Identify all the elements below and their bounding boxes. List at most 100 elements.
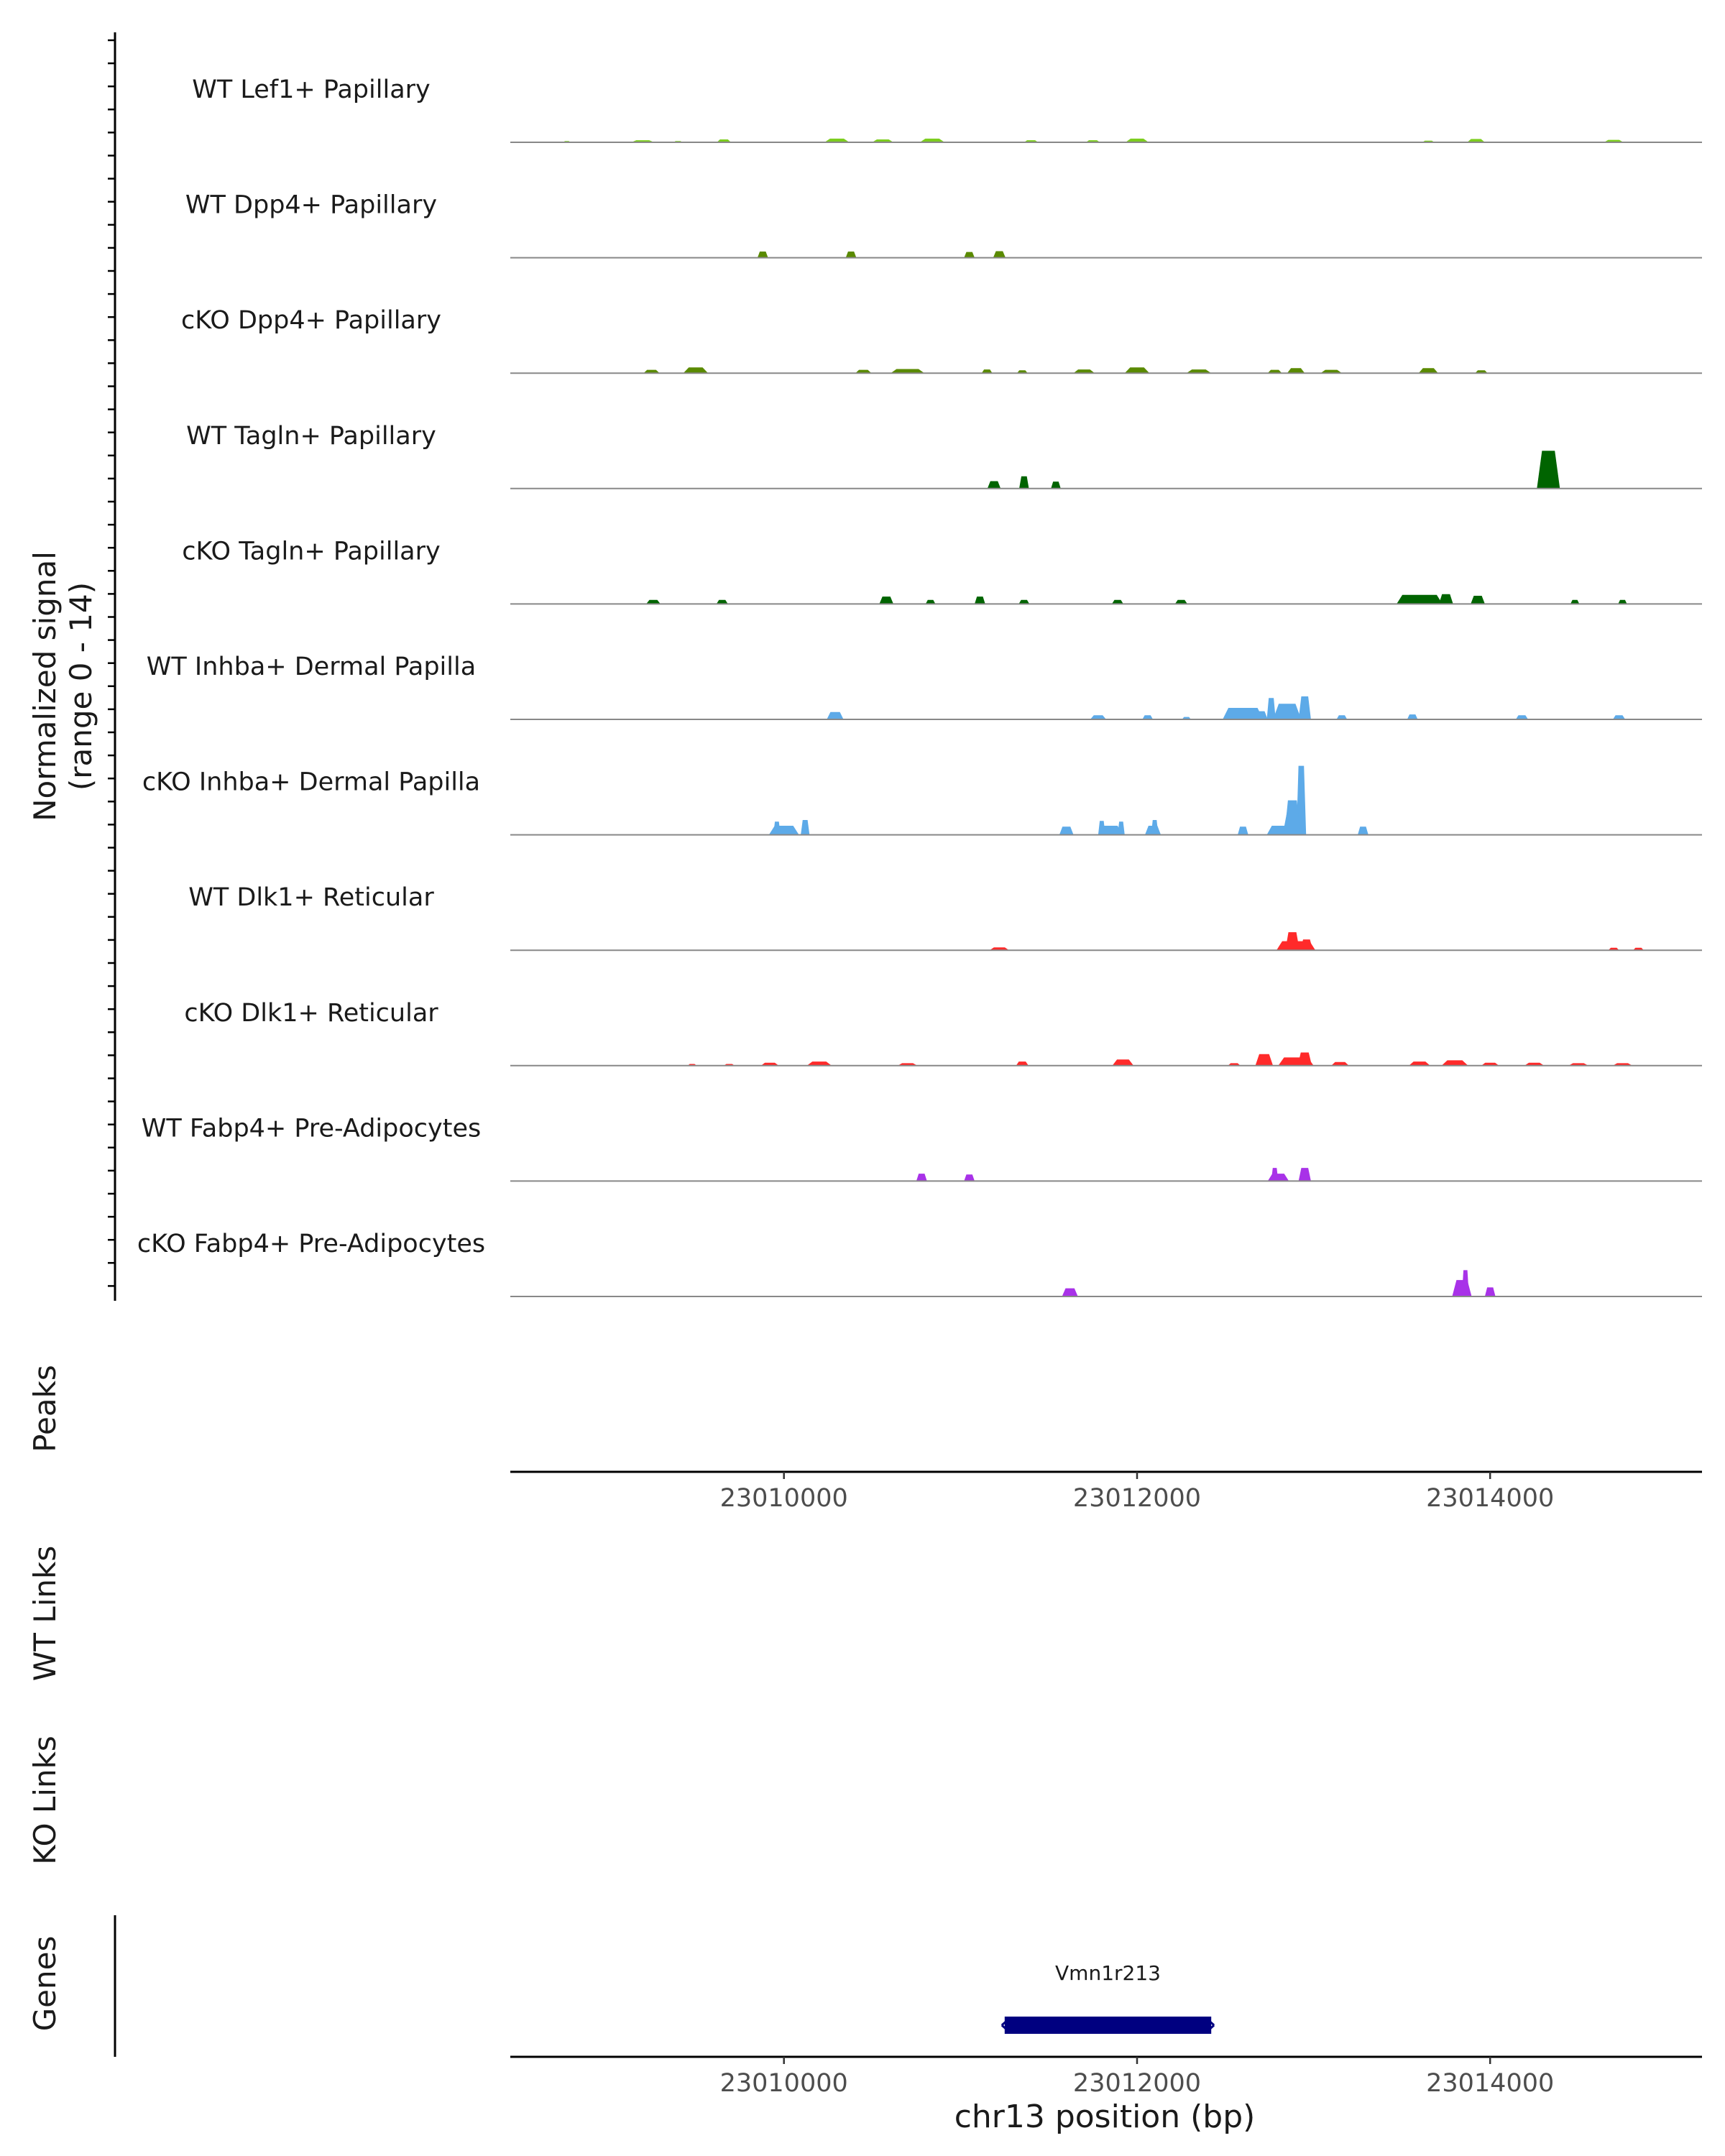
- signal-peak: [1418, 368, 1438, 374]
- signal-peak: [1051, 482, 1061, 489]
- signal-peak: [981, 369, 993, 374]
- signal-peak: [1441, 1060, 1468, 1066]
- signal-peak: [1537, 451, 1560, 489]
- signal-peak: [975, 596, 985, 604]
- signal-peak: [643, 369, 660, 374]
- signal-peak: [1484, 1287, 1496, 1296]
- signal-peak: [1336, 715, 1348, 719]
- signal-peak: [1019, 476, 1029, 489]
- track-label: cKO Dpp4+ Papillary: [181, 306, 441, 335]
- signal-peak: [1112, 1059, 1134, 1066]
- x-tick-label: 23010000: [720, 1484, 848, 1513]
- signal-peak: [1409, 1061, 1430, 1066]
- track-label: WT Dlk1+ Reticular: [188, 883, 434, 912]
- signal-peak: [1300, 939, 1313, 951]
- signal-peak: [1073, 369, 1095, 374]
- x-tick-label: 23010000: [720, 2069, 848, 2098]
- signal-peak: [1098, 821, 1105, 835]
- signal-peak: [1151, 820, 1159, 835]
- signal-peak: [1439, 594, 1453, 604]
- track: WT Tagln+ Papillary: [186, 422, 1702, 489]
- gene-model: [1000, 2017, 1215, 2034]
- track: cKO Fabp4+ Pre-Adipocytes: [137, 1230, 1702, 1297]
- track: cKO Dlk1+ Reticular: [184, 999, 1702, 1067]
- signal-peak: [1285, 932, 1300, 951]
- signal-peak: [891, 369, 924, 374]
- signal-peak: [1124, 367, 1150, 374]
- signal-peak: [964, 252, 975, 258]
- signal-peak: [1297, 1052, 1312, 1066]
- signal-peak: [1254, 711, 1268, 719]
- signal-peak: [1298, 696, 1311, 719]
- track-label: WT Tagln+ Papillary: [186, 422, 436, 451]
- gene-strand-arrow: [1000, 2017, 1010, 2033]
- track-label: cKO Tagln+ Papillary: [182, 537, 441, 566]
- signal-peak: [845, 252, 857, 258]
- signal-peak: [964, 1174, 975, 1181]
- signal-peak: [1618, 599, 1627, 604]
- track: WT Lef1+ Papillary: [192, 75, 1702, 143]
- signal-peak: [683, 367, 709, 374]
- gene-label: Vmn1r213: [1055, 1961, 1161, 1985]
- x-tick-label: 23014000: [1426, 2069, 1554, 2098]
- signal-peak: [827, 711, 844, 719]
- signal-peak: [773, 821, 781, 835]
- signal-peak: [1570, 599, 1580, 604]
- signal-peak: [987, 481, 1001, 489]
- track: WT Inhba+ Dermal Papilla: [147, 653, 1702, 720]
- signal-peak: [716, 599, 728, 604]
- x-tick-label: 23012000: [1073, 1484, 1201, 1513]
- track-label: cKO Dlk1+ Reticular: [184, 999, 438, 1028]
- signal-peak: [916, 1174, 927, 1181]
- signal-peak: [1267, 1174, 1289, 1181]
- signal-peak: [1062, 1288, 1078, 1296]
- signal-peak: [1090, 715, 1106, 719]
- track: cKO Tagln+ Papillary: [182, 537, 1702, 605]
- track-label: cKO Fabp4+ Pre-Adipocytes: [137, 1230, 485, 1258]
- gene-exon: [1004, 2017, 1212, 2034]
- track: cKO Inhba+ Dermal Papilla: [142, 765, 1702, 836]
- signal-peak: [879, 596, 893, 604]
- signal-peak: [993, 251, 1006, 258]
- x-tick-label: 23012000: [1073, 2069, 1201, 2098]
- signal-peak: [801, 820, 810, 835]
- track-label: WT Lef1+ Papillary: [192, 75, 431, 104]
- signal-peak: [1186, 369, 1212, 374]
- signal-y-axis-range: (range 0 - 14): [63, 582, 98, 791]
- x-axis-top-ticks: 23010000 23012000 23014000: [720, 1472, 1554, 1513]
- signal-peak: [1271, 1168, 1279, 1181]
- x-axis-bottom-ticks: 23010000 23012000 23014000: [720, 2057, 1554, 2098]
- signal-peak: [1331, 1061, 1349, 1066]
- track: WT Dpp4+ Papillary: [185, 191, 1702, 259]
- peaks-panel-label: Peaks: [27, 1365, 63, 1452]
- x-axis-title: chr13 position (bp): [954, 2099, 1256, 2135]
- coverage-tracks: WT Lef1+ Papillary WT Dpp4+ Papillary cKO …: [137, 75, 1702, 1297]
- signal-peak: [855, 369, 872, 374]
- track-label: WT Inhba+ Dermal Papilla: [147, 653, 476, 681]
- signal-peak: [1255, 1054, 1274, 1066]
- signal-peak: [1018, 599, 1030, 604]
- signal-peak: [1320, 369, 1342, 374]
- signal-y-axis-title: Normalized signal: [27, 551, 63, 821]
- signal-peak: [1287, 368, 1305, 374]
- signal-peak: [919, 138, 945, 142]
- signal-peak: [1461, 1270, 1469, 1296]
- signal-peak: [1467, 139, 1485, 142]
- signal-peak: [1298, 1168, 1311, 1181]
- signal-peak: [1016, 1061, 1029, 1066]
- signal-peak: [757, 252, 768, 258]
- track-label: WT Fabp4+ Pre-Adipocytes: [142, 1114, 481, 1143]
- signal-peak: [1118, 821, 1125, 835]
- signal-peak: [1515, 715, 1529, 719]
- signal-peak: [1112, 599, 1123, 604]
- track: cKO Dpp4+ Papillary: [181, 306, 1702, 374]
- gene-strand-arrow: [1206, 2017, 1215, 2033]
- signal-peak: [1059, 826, 1074, 835]
- signal-peak: [1266, 698, 1276, 719]
- signal-y-axis-ticks: [108, 39, 115, 1287]
- genes-panel-label: Genes: [27, 1936, 63, 2032]
- signal-peak: [806, 1061, 832, 1066]
- signal-peak: [1174, 599, 1187, 604]
- track-label: WT Dpp4+ Papillary: [185, 191, 437, 220]
- signal-peak: [1267, 369, 1282, 374]
